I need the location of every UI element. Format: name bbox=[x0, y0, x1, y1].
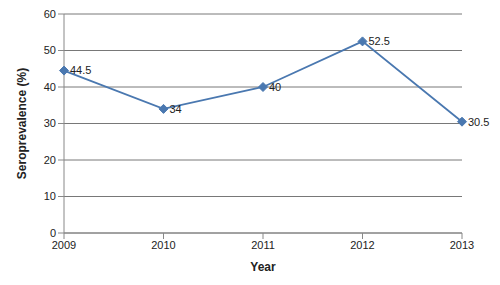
svg-text:50: 50 bbox=[44, 44, 56, 56]
svg-text:Year: Year bbox=[250, 260, 276, 274]
svg-text:Seroprevalence (%): Seroprevalence (%) bbox=[15, 68, 29, 179]
svg-text:30: 30 bbox=[44, 117, 56, 129]
svg-text:2013: 2013 bbox=[450, 239, 474, 251]
svg-text:20: 20 bbox=[44, 154, 56, 166]
svg-text:60: 60 bbox=[44, 8, 56, 20]
svg-text:2012: 2012 bbox=[350, 239, 374, 251]
svg-text:34: 34 bbox=[170, 103, 182, 115]
svg-text:40: 40 bbox=[44, 81, 56, 93]
svg-text:30.5: 30.5 bbox=[468, 116, 489, 128]
svg-text:44.5: 44.5 bbox=[70, 64, 91, 76]
svg-text:2009: 2009 bbox=[52, 239, 76, 251]
svg-text:2011: 2011 bbox=[251, 239, 275, 251]
svg-text:0: 0 bbox=[50, 227, 56, 239]
svg-text:40: 40 bbox=[269, 81, 281, 93]
svg-text:2010: 2010 bbox=[151, 239, 175, 251]
svg-text:10: 10 bbox=[44, 190, 56, 202]
svg-text:52.5: 52.5 bbox=[369, 35, 390, 47]
